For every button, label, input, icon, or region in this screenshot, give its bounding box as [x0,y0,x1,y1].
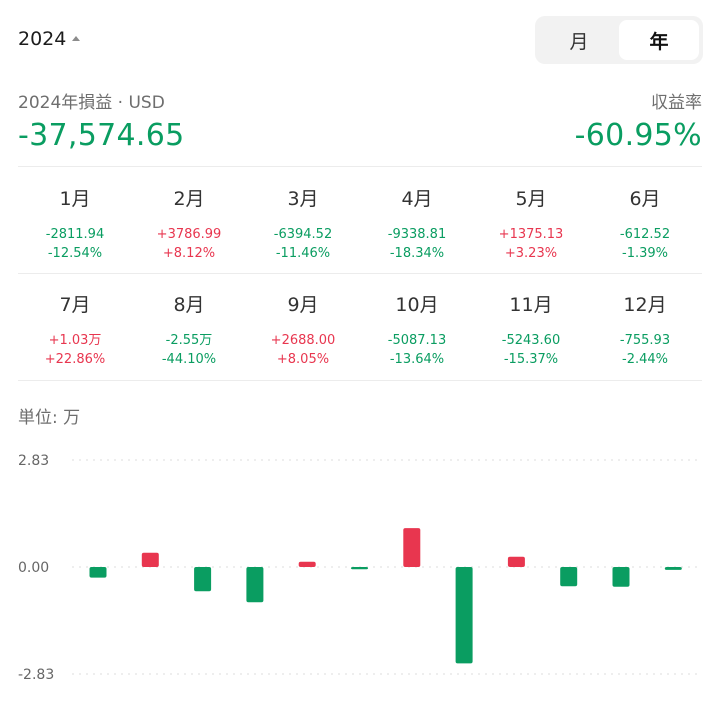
month-amount: +1.03万 [48,333,102,348]
bar-10[interactable] [560,567,578,587]
month-label: 8月 [173,294,205,316]
month-label: 9月 [287,294,319,316]
month-cell[interactable]: 10月 -5087.13 -13.64% [360,292,474,370]
divider [18,166,702,167]
month-cell[interactable]: 12月 -755.93 -2.44% [588,292,702,370]
bar-5[interactable] [298,561,316,567]
month-cell[interactable]: 7月 +1.03万 +22.86% [18,292,132,370]
month-amount: -612.52 [619,227,671,242]
month-rate: -13.64% [389,352,445,367]
month-rate: -12.54% [47,246,103,261]
period-toggle: 月 年 [535,16,703,64]
month-label: 3月 [287,188,319,210]
month-amount: -5243.60 [501,333,561,348]
bar-11[interactable] [612,567,630,587]
month-amount: -2.55万 [165,333,213,348]
month-amount: -755.93 [619,333,671,348]
month-cell[interactable]: 1月 -2811.94 -12.54% [18,186,132,264]
divider [18,380,702,381]
month-cell[interactable]: 4月 -9338.81 -18.34% [360,186,474,264]
month-rate: +8.12% [162,246,216,261]
year-label: 2024 [18,28,67,50]
month-rate: +3.23% [504,246,558,261]
month-cell[interactable]: 5月 +1375.13 +3.23% [474,186,588,264]
unit-label: 単位: 万 [18,408,81,428]
month-label: 12月 [623,294,667,316]
month-amount: -5087.13 [387,333,447,348]
month-rate: -11.46% [275,246,331,261]
bar-12[interactable] [664,567,682,570]
month-amount: +3786.99 [156,227,222,242]
month-rate: +8.05% [276,352,330,367]
rate-value: -60.95% [574,118,702,153]
month-cell[interactable]: 2月 +3786.99 +8.12% [132,186,246,264]
month-row-1: 1月 -2811.94 -12.54% 2月 +3786.99 +8.12% 3月 -6394… [18,186,702,264]
month-rate: -44.10% [161,352,217,367]
y-tick-label: -2.83 [18,667,54,683]
month-amount: +1375.13 [498,227,564,242]
bar-1[interactable] [89,567,107,578]
bar-3[interactable] [194,567,212,592]
month-label: 5月 [515,188,547,210]
month-amount: -9338.81 [387,227,447,242]
bar-8[interactable] [455,567,473,664]
month-label: 2月 [173,188,205,210]
bar-6[interactable] [351,567,368,570]
divider [18,273,702,274]
month-label: 4月 [401,188,433,210]
month-rate: -18.34% [389,246,445,261]
month-cell[interactable]: 9月 +2688.00 +8.05% [246,292,360,370]
month-rate: -15.37% [503,352,559,367]
tab-year[interactable]: 年 [619,20,699,60]
month-label: 7月 [59,294,91,316]
monthly-pnl-bar-chart: 2.83 0.00 -2.83 [18,453,702,683]
month-amount: -6394.52 [273,227,333,242]
month-amount: +2688.00 [270,333,336,348]
pnl-value: -37,574.65 [18,118,185,153]
month-cell[interactable]: 11月 -5243.60 -15.37% [474,292,588,370]
rate-label: 収益率 [651,93,702,113]
month-label: 6月 [629,188,661,210]
bar-9[interactable] [507,556,525,567]
month-label: 10月 [395,294,439,316]
month-row-2: 7月 +1.03万 +22.86% 8月 -2.55万 -44.10% 9月 +2688.00… [18,292,702,370]
month-amount: -2811.94 [45,227,105,242]
pnl-label: 2024年損益 · USD [18,93,165,113]
bar-7[interactable] [403,528,421,567]
month-rate: +22.86% [44,352,106,367]
month-rate: -1.39% [622,246,668,261]
bar-2[interactable] [141,552,159,567]
y-tick-label: 0.00 [18,560,49,576]
month-rate: -2.44% [622,352,668,367]
month-label: 1月 [59,188,91,210]
tab-month[interactable]: 月 [569,30,589,53]
year-selector[interactable]: 2024 [18,28,81,50]
month-cell[interactable]: 6月 -612.52 -1.39% [588,186,702,264]
month-label: 11月 [509,294,553,316]
month-cell[interactable]: 3月 -6394.52 -11.46% [246,186,360,264]
caret-up-icon [72,35,81,41]
y-tick-label: 2.83 [18,453,49,469]
month-cell[interactable]: 8月 -2.55万 -44.10% [132,292,246,370]
bar-4[interactable] [246,567,264,603]
